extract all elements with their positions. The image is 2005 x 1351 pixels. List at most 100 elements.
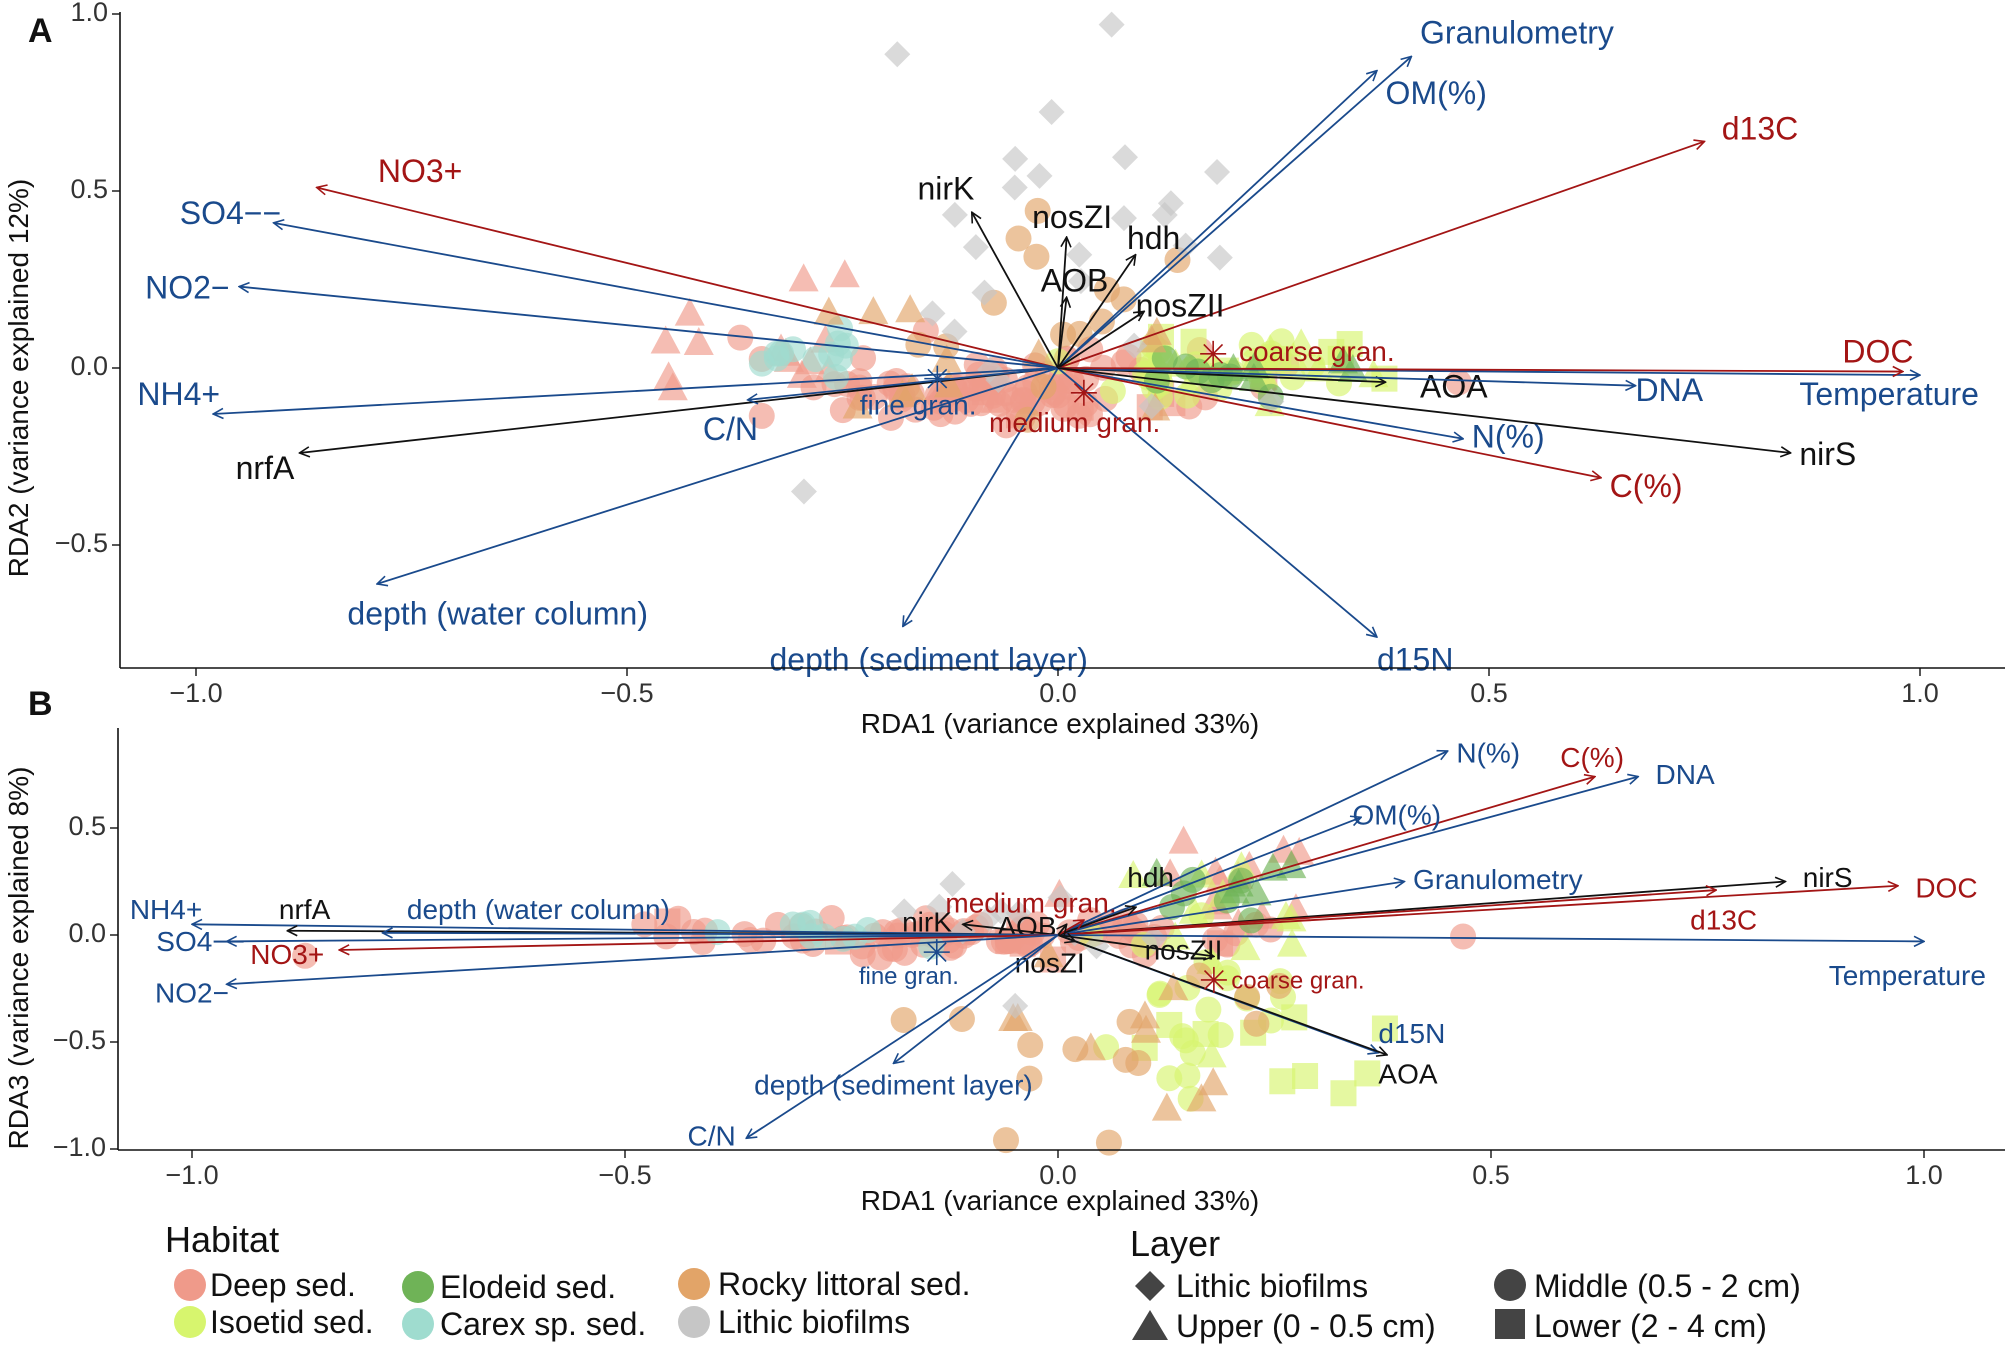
vector-label-aoa: AOA — [1378, 1059, 1437, 1090]
vector-c — [1057, 777, 1595, 936]
vector-dna — [1057, 367, 1636, 386]
vector-label-nh4: NH4+ — [137, 376, 220, 412]
sample-point-rocky-littoral-sed-circle — [993, 1127, 1020, 1154]
sample-point-deep-sed-circle — [727, 324, 754, 351]
y-tick-label: 0.0 — [68, 918, 106, 948]
vector-label-d15n: d15N — [1377, 641, 1454, 677]
legend-layer-upper: Upper (0 - 0.5 cm) — [1176, 1308, 1436, 1344]
vector-label-nrfa: nrfA — [279, 894, 331, 925]
legend-shape-square — [1495, 1309, 1525, 1339]
centroid-coarse-gran — [1200, 966, 1227, 993]
x-tick-label: 0.0 — [1039, 678, 1077, 708]
sample-point-rocky-littoral-sed-circle — [1016, 1065, 1043, 1092]
sample-point-rocky-littoral-sed-circle — [1024, 197, 1051, 224]
vector-label-dna: DNA — [1656, 759, 1715, 790]
sample-point-elodeid-sed-triangle — [1241, 877, 1272, 906]
sample-point-rocky-littoral-sed-triangle — [858, 296, 889, 325]
sample-point-deep-sed-triangle — [674, 297, 705, 326]
vector-aob — [1057, 297, 1067, 369]
sample-point-lithic-biofilms-diamond — [1172, 232, 1199, 259]
sample-point-elodeid-sed-circle — [1179, 866, 1206, 893]
legend-layer-middle: Middle (0.5 - 2 cm) — [1534, 1268, 1801, 1304]
legend-swatch-isoetid-sed — [174, 1306, 206, 1338]
sample-point-isoetid-sed-triangle — [1230, 932, 1261, 961]
x-tick-label: 0.5 — [1470, 678, 1508, 708]
vector-om — [1057, 817, 1361, 936]
vector-aob — [1058, 924, 1067, 936]
sample-point-lithic-biofilms-diamond — [1067, 268, 1094, 295]
sample-point-rocky-littoral-sed-triangle — [998, 1003, 1029, 1032]
sample-point-lithic-biofilms-diamond — [1110, 205, 1137, 232]
vector-granulometry — [1057, 56, 1411, 369]
vector-label-dna: DNA — [1636, 372, 1704, 408]
sample-point-carex-sp-sed-circle — [823, 364, 850, 391]
legend-habitat-lithic-biofilms: Lithic biofilms — [718, 1304, 910, 1340]
sample-point-elodeid-sed-triangle — [1276, 850, 1307, 879]
sample-point-rocky-littoral-sed-circle — [1088, 308, 1115, 335]
sample-point-deep-sed-circle — [748, 402, 775, 429]
panel-a: A Granulometry OM(%) d13C NO3+ SO4−− NO2− NH4+… — [3, 0, 2005, 739]
legend-swatch-carex-sed — [402, 1308, 434, 1340]
sample-point-isoetid-sed-triangle — [1118, 859, 1149, 888]
centroid-fine-gran — [924, 365, 951, 392]
vector-label-noszi: nosZI — [1032, 199, 1112, 235]
vector-d15n — [1057, 367, 1377, 637]
sample-point-lithic-biofilms-diamond — [1111, 144, 1138, 171]
sample-point-lithic-biofilms-diamond — [919, 300, 946, 327]
sample-point-elodeid-sed-circle — [1158, 893, 1185, 920]
sample-point-rocky-littoral-sed-triangle — [887, 379, 918, 408]
vector-nrfa — [299, 367, 1059, 453]
sample-point-rocky-littoral-sed-triangle — [933, 369, 964, 398]
vector-doc — [1057, 368, 1903, 372]
legend-habitat-isoetid-sed: Isoetid sed. — [210, 1304, 374, 1340]
sample-point-lithic-biofilms-diamond — [1002, 145, 1029, 172]
vector-depth-water-column — [383, 933, 1059, 935]
vector-d13c — [1057, 890, 1716, 936]
sample-point-rocky-littoral-sed-circle — [1023, 243, 1050, 270]
centroid-label-fine-gran: fine gran. — [860, 389, 977, 420]
sample-point-lithic-biofilms-diamond — [987, 898, 1014, 925]
vector-label-c-n: C/N — [703, 411, 758, 447]
vector-label-nirs: nirS — [1799, 436, 1856, 472]
vector-label-so4: SO4−− — [180, 195, 281, 231]
sample-point-rocky-littoral-sed-triangle — [1023, 338, 1054, 367]
sample-point-rocky-littoral-sed-triangle — [1033, 939, 1064, 968]
panel-b-x-axis-title: RDA1 (variance explained 33%) — [861, 1185, 1259, 1216]
x-tick-label: −0.5 — [600, 678, 653, 708]
vector-label-granulometry: Granulometry — [1420, 15, 1614, 51]
centroid-label-fine-gran: fine gran. — [859, 963, 959, 990]
sample-point-rocky-littoral-sed-circle — [905, 331, 932, 358]
sample-point-rocky-littoral-sed-triangle — [813, 296, 844, 325]
x-tick-label: 0.0 — [1039, 1160, 1077, 1190]
sample-point-deep-sed-circle — [292, 942, 319, 969]
vector-label-om: OM(%) — [1386, 75, 1487, 111]
vector-label-noszi: nosZI — [1015, 947, 1085, 978]
panel-a-vectors: Granulometry OM(%) d13C NO3+ SO4−− NO2− NH4+ nr… — [137, 15, 1979, 678]
vector-label-hdh: hdh — [1127, 862, 1174, 893]
centroid-coarse-gran — [1200, 340, 1227, 367]
vector-hdh — [1057, 255, 1136, 369]
y-tick-label: 1.0 — [70, 0, 108, 27]
vector-label-so4: SO4−− — [156, 926, 245, 957]
vector-label-temperature: Temperature — [1799, 376, 1979, 412]
sample-point-deep-sed-circle — [877, 404, 904, 431]
centroid-label-coarse-gran: coarse gran. — [1239, 336, 1395, 367]
legend-swatch-rocky-littoral-sed — [678, 1268, 710, 1300]
y-tick-label: 0.5 — [70, 174, 108, 204]
sample-point-deep-sed-triangle — [657, 372, 688, 401]
legend-swatch-deep-sed — [174, 1269, 206, 1301]
vector-noszii — [1057, 934, 1214, 956]
x-tick-label: 0.5 — [1472, 1160, 1510, 1190]
vector-label-hdh: hdh — [1127, 220, 1180, 256]
sample-point-lithic-biofilms-diamond — [971, 279, 998, 306]
vector-nh4 — [192, 924, 1059, 936]
sample-point-lithic-biofilms-diamond — [1001, 174, 1028, 201]
sample-point-lithic-biofilms-diamond — [941, 318, 968, 345]
vector-label-doc: DOC — [1915, 872, 1977, 903]
x-tick-label: −0.5 — [598, 1160, 651, 1190]
legend-habitat-elodeid-sed: Elodeid sed. — [440, 1269, 616, 1305]
sample-point-isoetid-sed-circle — [1195, 996, 1222, 1023]
vector-label-d13c: d13C — [1690, 905, 1757, 936]
y-tick-label: 0.5 — [68, 811, 106, 841]
sample-point-deep-sed-circle — [877, 935, 904, 962]
